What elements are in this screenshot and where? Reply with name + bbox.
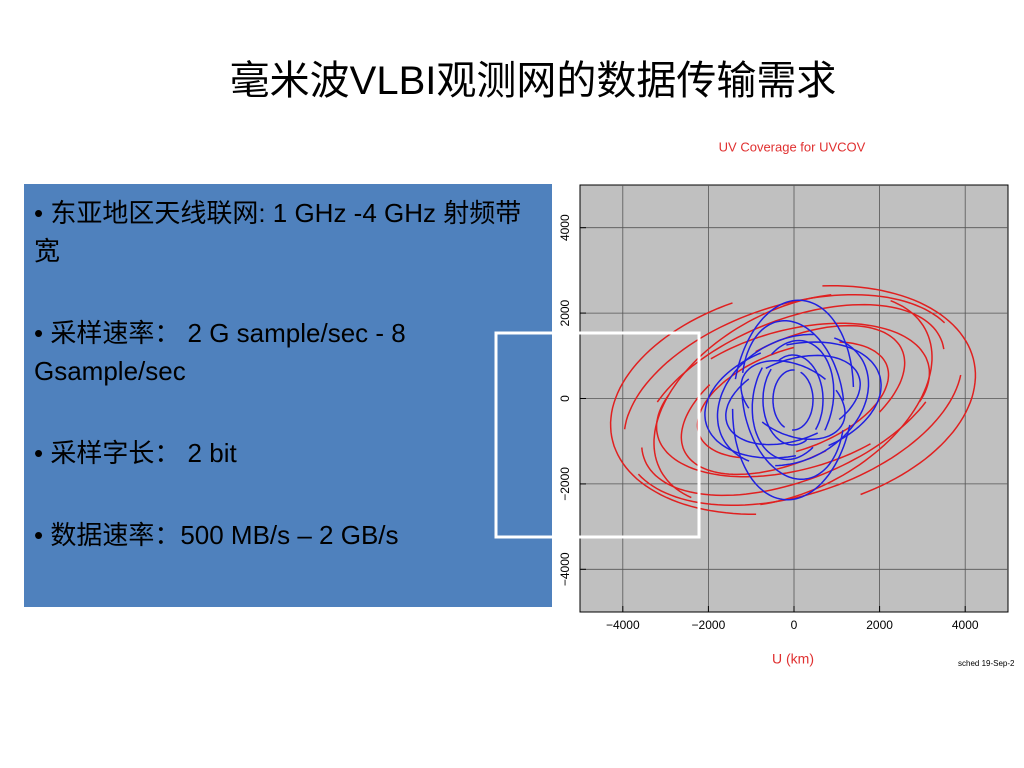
uv-track — [777, 354, 824, 430]
bullet: • 采样速率： 2 G sample/sec - 8 Gsample/sec — [34, 318, 406, 386]
uv-track — [710, 322, 931, 403]
uv-track — [740, 359, 826, 409]
slide-title: 毫米波VLBI观测网的数据传输需求 — [229, 59, 837, 103]
uv-track — [623, 293, 946, 430]
uv-track — [822, 284, 977, 496]
y-tick-label: 2000 — [558, 299, 572, 326]
uv-track — [637, 374, 962, 507]
uv-track — [725, 378, 818, 446]
y-tick-label: −4000 — [558, 552, 572, 586]
uv-track — [716, 333, 814, 462]
uv-track — [755, 324, 906, 413]
uv-track — [760, 300, 933, 506]
uv-track — [761, 389, 846, 441]
uv-track — [741, 396, 844, 481]
bullet: • 东亚地区天线联网: 1 GHz -4 GHz 射频带宽 — [34, 198, 522, 266]
bullet: • 数据速率：500 MB/s – 2 GB/s — [34, 520, 399, 550]
uv-track — [775, 337, 870, 467]
uv-track — [641, 401, 927, 497]
uv-track — [795, 341, 890, 453]
uv-track — [741, 319, 845, 401]
footer: sched 19-Sep-2 — [958, 659, 1015, 668]
uv-track — [792, 371, 814, 431]
bullet-list: • 东亚地区天线联网: 1 GHz -4 GHz 射频带宽 • 采样速率： 2 G… — [34, 194, 524, 598]
x-axis-label: U (km) — [772, 651, 814, 667]
highlight-frame — [494, 331, 701, 539]
uv-track — [696, 346, 794, 459]
y-tick-label: 0 — [558, 395, 572, 402]
uv-track — [786, 341, 882, 447]
uv-track — [655, 394, 871, 478]
chart-title: UV Coverage for UVCOV — [719, 139, 866, 154]
uv-track — [772, 369, 795, 428]
bullet: • 采样字长： 2 bit — [34, 438, 237, 468]
text-box — [24, 184, 552, 607]
x-tick-label: −2000 — [692, 618, 726, 632]
uv-track — [771, 339, 835, 431]
x-tick-label: −4000 — [606, 618, 640, 632]
y-tick-label: 4000 — [558, 214, 572, 241]
x-tick-label: 4000 — [952, 618, 979, 632]
x-tick-label: 2000 — [866, 618, 893, 632]
x-tick-label: 0 — [791, 618, 798, 632]
uv-track — [609, 302, 757, 516]
uv-track — [765, 354, 861, 420]
y-tick-label: −2000 — [558, 467, 572, 501]
uv-track — [704, 352, 797, 459]
